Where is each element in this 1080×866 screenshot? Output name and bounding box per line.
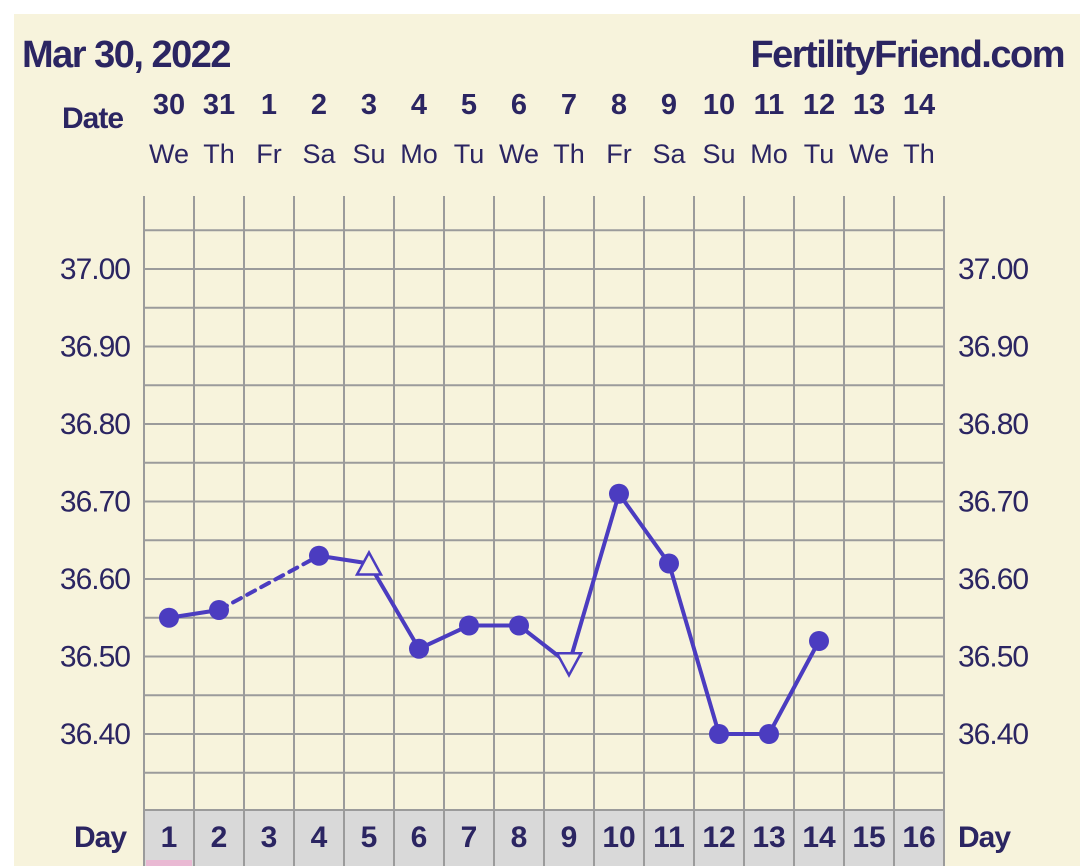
date-label: 7 [561,89,577,121]
data-point [659,553,679,574]
data-point [509,615,529,636]
date-label: 5 [461,89,477,121]
day-number-label: 3 [261,821,278,854]
series-segment [567,491,621,667]
date-label: 6 [511,89,527,121]
weekday-label: Fr [256,139,281,169]
day-number-label: 1 [161,821,178,854]
chart-grid [143,196,945,866]
y-tick-label-left: 36.80 [60,408,130,441]
day-number-label: 6 [411,821,428,854]
y-tick-label-right: 36.50 [958,641,1028,674]
weekday-label: Tu [454,139,485,169]
date-label: 14 [903,89,935,121]
weekday-label: Sa [652,139,686,169]
data-point [759,724,779,744]
day-strip [143,809,945,866]
data-point [459,615,479,636]
date-label: 4 [411,89,427,121]
y-tick-label-right: 36.70 [958,486,1028,519]
y-tick-label-right: 36.80 [958,408,1028,441]
y-tick-label-left: 36.40 [60,718,130,751]
y-tick-label-right: 36.40 [958,718,1028,751]
data-point-open-triangle-up [354,549,384,576]
day-number-label: 9 [561,821,578,854]
data-point [159,607,179,628]
weekday-label: Su [352,139,385,169]
y-tick-label-left: 36.90 [60,331,130,364]
site-name: FertilityFriend.com [750,34,1065,76]
y-tick-label-left: 36.50 [60,641,130,674]
y-tick-label-left: 36.70 [60,486,130,519]
date-label: 2 [311,89,327,121]
date-row-label: Date [62,102,123,135]
day-number-label: 11 [653,821,685,854]
date-label: 3 [361,89,377,121]
weekday-label: Th [203,139,235,169]
date-label: 11 [754,89,785,121]
day-number-label: 7 [461,821,478,854]
data-point [809,631,829,651]
weekday-label: Tu [804,139,835,169]
data-point [409,638,429,659]
temperature-series [159,483,829,744]
date-label: 10 [703,89,735,121]
data-point-open-triangle-down [554,652,584,678]
day-number-label: 13 [752,821,785,854]
day-number-label: 10 [602,821,635,854]
day-number-label: 16 [902,821,935,854]
date-label: 8 [611,89,627,121]
date-label: 1 [261,89,277,121]
day-number-label: 12 [702,821,735,854]
menstruation-marker [146,860,192,866]
day-row-label-right: Day [958,821,1011,854]
data-point [309,545,329,566]
chart-date: Mar 30, 2022 [22,34,232,76]
y-tick-label-right: 37.00 [958,253,1028,286]
series-segment [367,561,421,651]
weekday-label: Fr [606,139,631,169]
day-number-label: 15 [852,821,885,854]
date-label: 9 [661,89,677,121]
date-label: 31 [203,89,235,121]
day-number-label: 2 [211,821,228,854]
weekday-label: Mo [400,139,438,169]
y-tick-label-left: 36.60 [60,563,130,596]
y-tick-label-right: 36.90 [958,331,1028,364]
y-tick-label-right: 36.60 [958,563,1028,596]
weekday-label: Su [702,139,735,169]
series-segment-dashed [217,553,321,612]
weekday-label: We [149,139,189,169]
weekday-label: We [849,139,889,169]
date-label: 12 [803,89,835,121]
day-number-label: 5 [361,821,378,854]
day-number-label: 14 [802,821,836,854]
y-tick-label-left: 37.00 [60,253,130,286]
weekday-label: Th [903,139,935,169]
weekday-label: Th [553,139,585,169]
series-segment [767,639,821,736]
data-point [709,724,729,744]
day-row-label-left: Day [74,821,127,854]
series-segment [617,491,671,566]
series-segment [667,561,721,736]
data-point [609,483,629,504]
chart-panel: Mar 30, 2022 FertilityFriend.com Date Day… [14,14,1080,866]
weekday-label: Mo [750,139,788,169]
day-number-label: 8 [511,821,528,854]
weekday-label: We [499,139,539,169]
data-point [209,600,229,620]
date-label: 13 [853,89,885,121]
weekday-label: Sa [302,139,336,169]
date-label: 30 [153,89,185,121]
day-number-label: 4 [311,821,328,854]
